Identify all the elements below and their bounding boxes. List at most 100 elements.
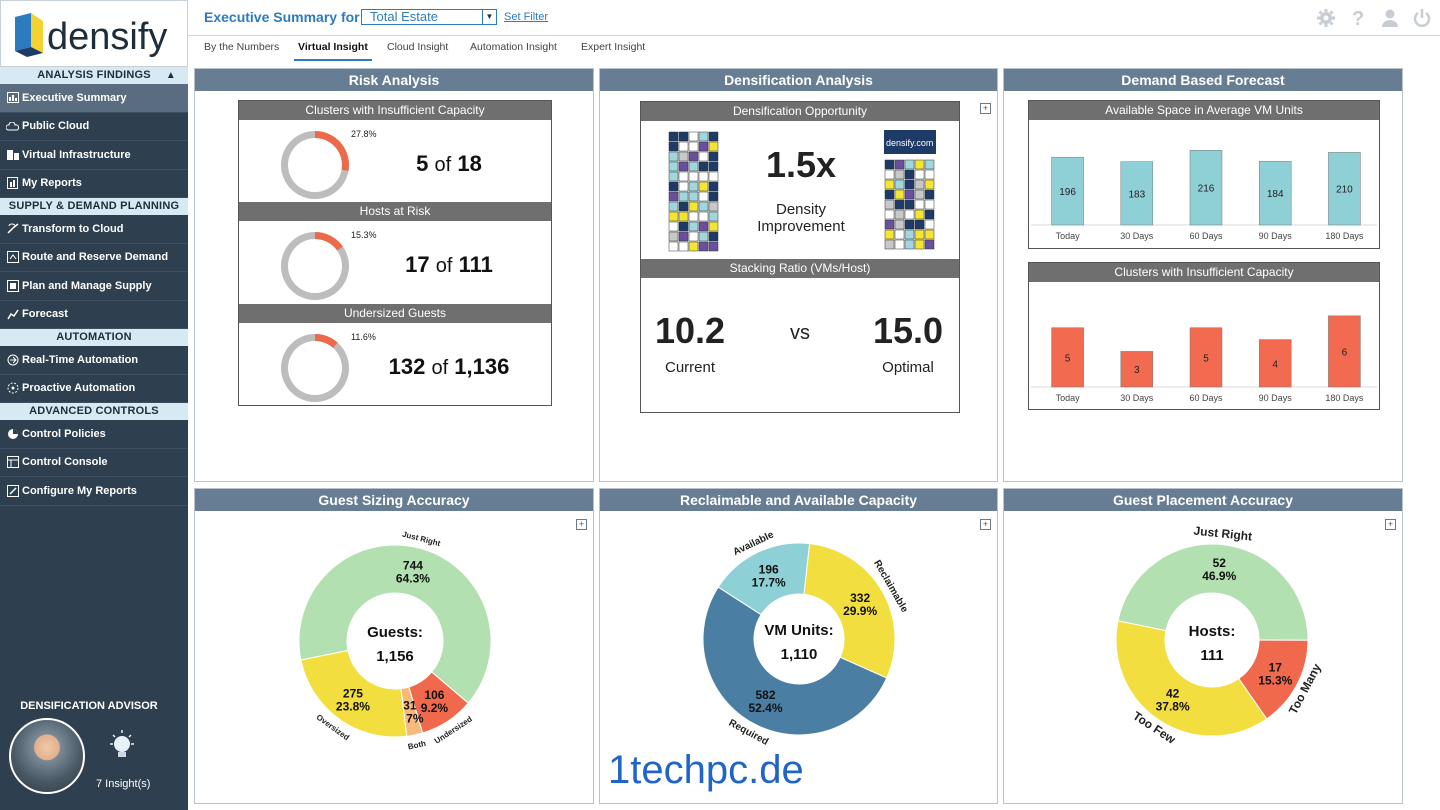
donut-slice[interactable] <box>1117 543 1309 641</box>
forecast-bar[interactable] <box>1328 152 1361 226</box>
brand-logo-icon: densify <box>15 13 167 58</box>
sidebar-item-executive-summary[interactable]: Executive Summary <box>0 84 188 113</box>
forecast-bar[interactable] <box>1120 351 1154 388</box>
sidebar-item-control-policies[interactable]: Control Policies <box>0 420 188 449</box>
grid-cell <box>924 199 935 210</box>
top-bar: Executive Summary for Total Estate ▼ Set … <box>188 0 1440 36</box>
grid-cell <box>914 159 925 170</box>
grid-cell <box>884 219 895 230</box>
forecast-chart-0: Available Space in Average VM Units 196 T… <box>1028 100 1380 249</box>
insights-count[interactable]: 7 Insight(s) <box>96 778 151 790</box>
grid-cell <box>698 131 709 142</box>
expand-icon[interactable]: + <box>980 519 991 530</box>
forecast-bar[interactable] <box>1189 327 1223 388</box>
expand-icon[interactable]: + <box>980 103 991 114</box>
grid-cell <box>914 169 925 180</box>
tab-by-the-numbers[interactable]: By the Numbers <box>204 41 280 53</box>
sidebar-item-forecast[interactable]: Forecast <box>0 301 188 329</box>
density-ratio: 1.5x <box>765 144 837 185</box>
sidebar-item-plan-manage-supply[interactable]: Plan and Manage Supply <box>0 272 188 301</box>
sidebar-item-real-time-automation[interactable]: Real-Time Automation <box>0 346 188 375</box>
risk-num: 17 <box>405 252 430 277</box>
sidebar-item-route-reserve-demand[interactable]: Route and Reserve Demand <box>0 244 188 272</box>
forecast-bar[interactable] <box>1258 339 1292 388</box>
estate-select[interactable]: Total Estate ▼ <box>361 9 497 25</box>
tab-bar: By the Numbers Virtual Insight Cloud Ins… <box>188 36 1440 62</box>
risk-box: Clusters with Insufficient Capacity 27.8… <box>238 100 552 406</box>
lightbulb-icon[interactable] <box>106 728 138 768</box>
sidebar-item-label: Control Console <box>22 456 108 469</box>
panel-title: Demand Based Forecast <box>1004 69 1402 91</box>
risk-block: Undersized Guests 11.6% 132 of 1,136 <box>239 304 551 406</box>
grid-cell <box>688 211 699 222</box>
sidebar-item-configure-my-reports[interactable]: Configure My Reports <box>0 477 188 506</box>
forecast-chart-title: Clusters with Insufficient Capacity <box>1029 263 1379 282</box>
grid-cell <box>698 181 709 192</box>
slice-pct: 23.8% <box>336 699 370 713</box>
forecast-bar[interactable] <box>1120 161 1154 226</box>
ring-pct-label: 15.3% <box>351 230 377 240</box>
risk-of: of <box>434 154 452 176</box>
grid-cell <box>678 161 689 172</box>
tab-automation-insight[interactable]: Automation Insight <box>470 41 557 53</box>
grid-cell <box>688 221 699 232</box>
sidebar-item-proactive-automation[interactable]: Proactive Automation <box>0 375 188 403</box>
sidebar-item-control-console[interactable]: Control Console <box>0 449 188 477</box>
slice-value: 106 <box>424 688 444 702</box>
forecast-bar[interactable] <box>1189 150 1223 226</box>
grid-cell <box>904 179 915 190</box>
ring-fill <box>315 334 338 348</box>
risk-ring-0: 27.8% <box>281 129 377 199</box>
grid-cell <box>698 171 709 182</box>
grid-cell <box>668 211 679 222</box>
risk-block-title: Undersized Guests <box>239 304 551 323</box>
sidebar-item-virtual-infrastructure[interactable]: Virtual Infrastructure <box>0 141 188 170</box>
donut-center-label: Guests: <box>367 624 423 641</box>
sidebar-item-transform-to-cloud[interactable]: Transform to Cloud <box>0 215 188 244</box>
forecast-bar[interactable] <box>1051 156 1084 226</box>
optimal-label: Optimal <box>882 359 934 376</box>
advisor-avatar[interactable] <box>9 718 85 794</box>
help-icon[interactable]: ? <box>1346 6 1370 30</box>
grid-cell <box>924 169 935 180</box>
tab-virtual-insight[interactable]: Virtual Insight <box>294 41 372 61</box>
category-label: 90 Days <box>1259 231 1293 241</box>
pin-icon[interactable]: ▲ <box>165 70 176 81</box>
realtime-icon <box>6 353 19 366</box>
tab-expert-insight[interactable]: Expert Insight <box>581 41 646 53</box>
chevron-down-icon[interactable]: ▼ <box>482 10 496 24</box>
forecast-bar[interactable] <box>1051 327 1084 388</box>
densify-logo[interactable]: densify <box>0 0 188 67</box>
slice-value: 52 <box>1213 556 1227 570</box>
grid-cell <box>894 229 905 240</box>
panel-title: Guest Sizing Accuracy <box>195 489 593 511</box>
slice-pct: 9.2% <box>421 701 449 715</box>
set-filter-link[interactable]: Set Filter <box>504 11 549 23</box>
mini-logo-text: densify.com <box>886 138 933 148</box>
optimal-value: 15.0 <box>872 310 944 351</box>
power-icon[interactable] <box>1410 6 1434 30</box>
forecast-bar-chart-0: 196 Today 183 30 Days 216 60 Days 184 90 Days 21… <box>1031 150 1377 241</box>
tab-cloud-insight[interactable]: Cloud Insight <box>387 41 449 53</box>
console-icon <box>6 456 19 469</box>
bar-value-label: 183 <box>1128 189 1145 200</box>
sidebar-item-my-reports[interactable]: My Reports <box>0 170 188 198</box>
user-icon[interactable] <box>1378 6 1402 30</box>
expand-icon[interactable]: + <box>576 519 587 530</box>
slice-value: 196 <box>759 562 779 576</box>
sidebar-item-public-cloud[interactable]: Public Cloud <box>0 113 188 141</box>
transform-icon <box>6 222 19 235</box>
grid-cell <box>688 131 699 142</box>
grid-cell <box>668 201 679 212</box>
sidebar-item-label: Executive Summary <box>22 91 127 104</box>
slice-value: 332 <box>850 591 870 605</box>
forecast-bar[interactable] <box>1328 315 1361 388</box>
bar-value-label: 4 <box>1272 359 1278 370</box>
grid-cell <box>904 239 915 250</box>
grid-cell <box>884 179 895 190</box>
gear-icon[interactable] <box>1314 6 1338 30</box>
forecast-bar[interactable] <box>1258 161 1292 226</box>
policy-icon <box>6 427 19 440</box>
expand-icon[interactable]: + <box>1385 519 1396 530</box>
